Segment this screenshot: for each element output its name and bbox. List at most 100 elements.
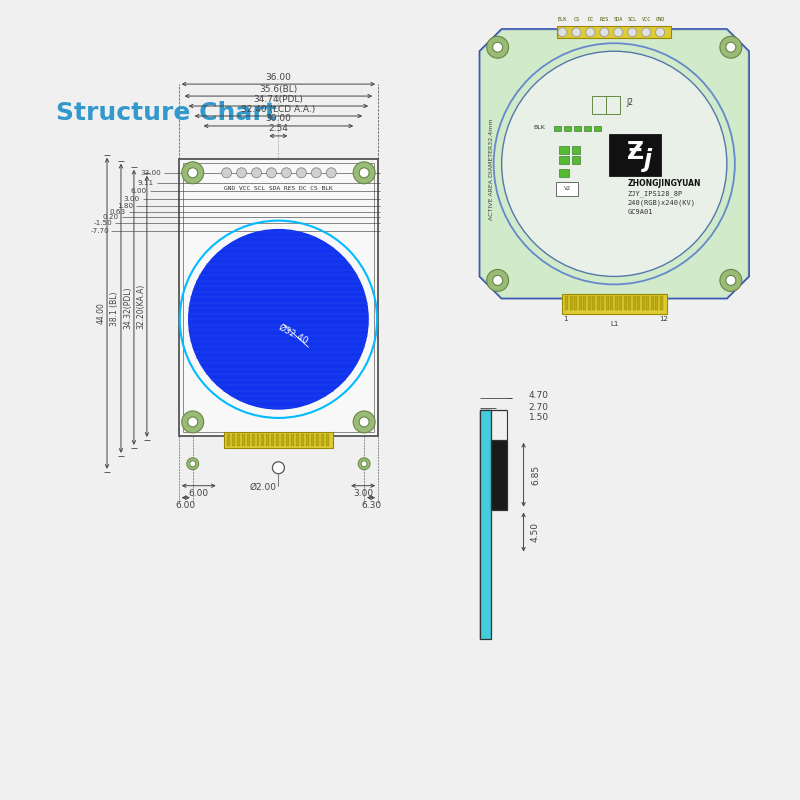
Text: j: j (643, 148, 651, 172)
Circle shape (628, 28, 637, 37)
Text: -1.50: -1.50 (94, 220, 112, 226)
Bar (659, 296, 662, 310)
Bar (597, 296, 600, 310)
Text: 2.54: 2.54 (269, 125, 288, 134)
Circle shape (188, 417, 198, 427)
Circle shape (237, 168, 246, 178)
Bar (642, 296, 645, 310)
Text: 33.00: 33.00 (140, 170, 161, 176)
Text: 35.6(BL): 35.6(BL) (259, 85, 298, 94)
Bar (619, 296, 622, 310)
Bar (286, 434, 290, 446)
Circle shape (720, 270, 742, 291)
Text: GND VCC SCL SDA RES DC CS BLK: GND VCC SCL SDA RES DC CS BLK (224, 186, 333, 191)
Bar (614, 296, 618, 310)
Circle shape (182, 162, 204, 184)
Circle shape (326, 168, 336, 178)
Circle shape (656, 28, 665, 37)
Text: 6.00: 6.00 (189, 489, 209, 498)
Text: 30.00: 30.00 (266, 114, 291, 123)
Bar (610, 134, 661, 176)
Text: BLK: BLK (558, 17, 567, 22)
Circle shape (572, 28, 581, 37)
Text: -7.70: -7.70 (90, 227, 109, 234)
Bar (311, 434, 314, 446)
Bar (650, 296, 654, 310)
Bar (559, 146, 570, 154)
Circle shape (726, 42, 736, 52)
Circle shape (358, 458, 370, 470)
Circle shape (182, 411, 204, 433)
Bar (277, 434, 279, 446)
Bar (584, 126, 591, 131)
Circle shape (186, 458, 198, 470)
Text: 12: 12 (660, 316, 669, 322)
Text: 0.20: 0.20 (103, 214, 119, 220)
Circle shape (188, 168, 198, 178)
Text: 6.00: 6.00 (176, 501, 196, 510)
Text: 4.50: 4.50 (531, 522, 540, 542)
Bar (592, 96, 606, 114)
Bar (326, 434, 330, 446)
Circle shape (614, 28, 622, 37)
Bar (628, 296, 631, 310)
Text: RES: RES (600, 17, 609, 22)
Circle shape (251, 168, 262, 178)
Circle shape (486, 36, 509, 58)
Circle shape (266, 168, 277, 178)
Circle shape (353, 162, 375, 184)
Bar (224, 432, 334, 448)
Circle shape (311, 168, 322, 178)
Text: SDA: SDA (614, 17, 623, 22)
Circle shape (359, 168, 369, 178)
Bar (655, 296, 658, 310)
Text: 9.11: 9.11 (138, 180, 154, 186)
Bar (592, 296, 595, 310)
Circle shape (296, 168, 306, 178)
Polygon shape (480, 30, 749, 298)
Bar (557, 182, 578, 196)
Text: ZHONGJINGYUAN: ZHONGJINGYUAN (627, 179, 701, 188)
Circle shape (493, 42, 502, 52)
Text: GND: GND (655, 17, 665, 22)
Bar (291, 434, 294, 446)
Circle shape (726, 275, 736, 286)
Text: 1.80: 1.80 (117, 202, 133, 209)
Circle shape (273, 462, 285, 474)
Text: 4.70: 4.70 (529, 390, 549, 399)
Circle shape (586, 28, 595, 37)
Text: 36.00: 36.00 (266, 73, 291, 82)
Text: Ø32.40: Ø32.40 (277, 322, 310, 346)
Circle shape (600, 28, 609, 37)
Text: GC9A01: GC9A01 (627, 209, 653, 214)
Text: 44.00: 44.00 (97, 302, 106, 324)
Text: Structure Chart: Structure Chart (56, 101, 277, 125)
Bar (574, 126, 582, 131)
Text: 2.70: 2.70 (529, 403, 549, 413)
Text: 34.32(PDL): 34.32(PDL) (123, 286, 133, 329)
Bar (559, 169, 570, 177)
Text: BLK: BLK (534, 126, 546, 130)
Bar (251, 434, 254, 446)
Bar (606, 96, 620, 114)
Bar (237, 434, 239, 446)
Bar (226, 434, 230, 446)
Text: 3.00: 3.00 (353, 489, 373, 498)
Bar (262, 434, 265, 446)
Bar (554, 126, 562, 131)
Circle shape (189, 230, 368, 409)
Text: 6.30: 6.30 (361, 501, 381, 510)
Bar (572, 146, 580, 154)
Bar (579, 296, 582, 310)
Text: CS: CS (574, 17, 579, 22)
Bar (306, 434, 310, 446)
Bar (602, 296, 604, 310)
Text: J2: J2 (626, 98, 634, 106)
Bar (572, 156, 580, 164)
Text: 38.1 (BL): 38.1 (BL) (110, 291, 119, 326)
Text: V2: V2 (564, 186, 571, 191)
Circle shape (353, 411, 375, 433)
Circle shape (502, 51, 727, 277)
Text: SCL: SCL (627, 17, 637, 22)
Bar (559, 156, 570, 164)
